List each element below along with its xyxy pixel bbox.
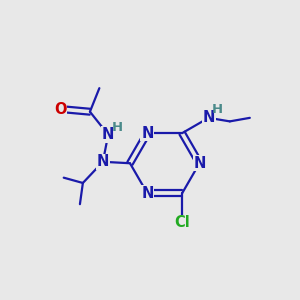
Text: Cl: Cl (174, 215, 190, 230)
Text: H: H (211, 103, 222, 116)
Text: N: N (141, 186, 154, 201)
Text: N: N (193, 156, 206, 171)
Text: O: O (54, 102, 67, 117)
Text: N: N (102, 127, 114, 142)
Text: H: H (112, 121, 123, 134)
Text: N: N (97, 154, 109, 169)
Text: N: N (141, 126, 154, 141)
Text: N: N (202, 110, 215, 125)
